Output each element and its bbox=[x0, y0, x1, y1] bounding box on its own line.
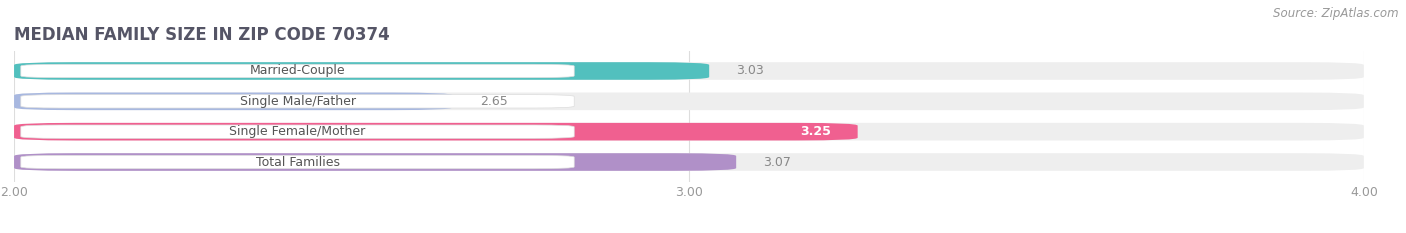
FancyBboxPatch shape bbox=[14, 62, 1364, 80]
Text: Single Female/Mother: Single Female/Mother bbox=[229, 125, 366, 138]
FancyBboxPatch shape bbox=[21, 64, 574, 78]
Text: Source: ZipAtlas.com: Source: ZipAtlas.com bbox=[1274, 7, 1399, 20]
Text: MEDIAN FAMILY SIZE IN ZIP CODE 70374: MEDIAN FAMILY SIZE IN ZIP CODE 70374 bbox=[14, 26, 389, 44]
FancyBboxPatch shape bbox=[21, 155, 574, 169]
Text: Total Families: Total Families bbox=[256, 155, 339, 168]
Text: Married-Couple: Married-Couple bbox=[250, 65, 346, 78]
Text: 3.03: 3.03 bbox=[737, 65, 763, 78]
FancyBboxPatch shape bbox=[14, 123, 1364, 140]
FancyBboxPatch shape bbox=[14, 123, 858, 140]
FancyBboxPatch shape bbox=[14, 153, 1364, 171]
Text: 2.65: 2.65 bbox=[479, 95, 508, 108]
FancyBboxPatch shape bbox=[14, 62, 709, 80]
Text: 3.25: 3.25 bbox=[800, 125, 831, 138]
FancyBboxPatch shape bbox=[21, 95, 574, 108]
FancyBboxPatch shape bbox=[14, 153, 737, 171]
Text: 3.07: 3.07 bbox=[763, 155, 792, 168]
FancyBboxPatch shape bbox=[14, 93, 1364, 110]
FancyBboxPatch shape bbox=[21, 125, 574, 138]
FancyBboxPatch shape bbox=[14, 93, 453, 110]
Text: Single Male/Father: Single Male/Father bbox=[239, 95, 356, 108]
